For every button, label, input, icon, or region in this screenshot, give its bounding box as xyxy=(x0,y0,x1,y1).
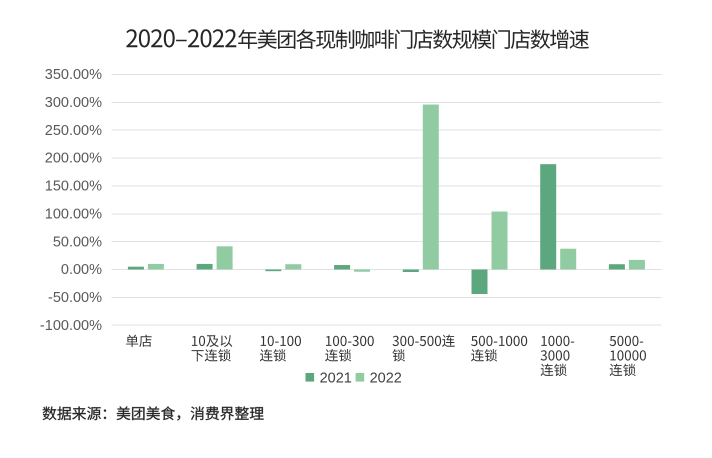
svg-text:50.00%: 50.00% xyxy=(53,234,102,250)
svg-text:200.00%: 200.00% xyxy=(45,151,102,167)
svg-text:100.00%: 100.00% xyxy=(45,207,102,223)
svg-text:2021: 2021 xyxy=(320,371,352,387)
svg-text:0.00%: 0.00% xyxy=(61,262,102,278)
svg-text:-100.00%: -100.00% xyxy=(40,318,102,334)
svg-text:-50.00%: -50.00% xyxy=(48,290,102,306)
svg-text:300.00%: 300.00% xyxy=(45,95,102,111)
svg-text:250.00%: 250.00% xyxy=(45,123,102,139)
svg-text:350.00%: 350.00% xyxy=(45,67,102,83)
svg-text:2022: 2022 xyxy=(370,371,402,387)
svg-text:150.00%: 150.00% xyxy=(45,179,102,195)
